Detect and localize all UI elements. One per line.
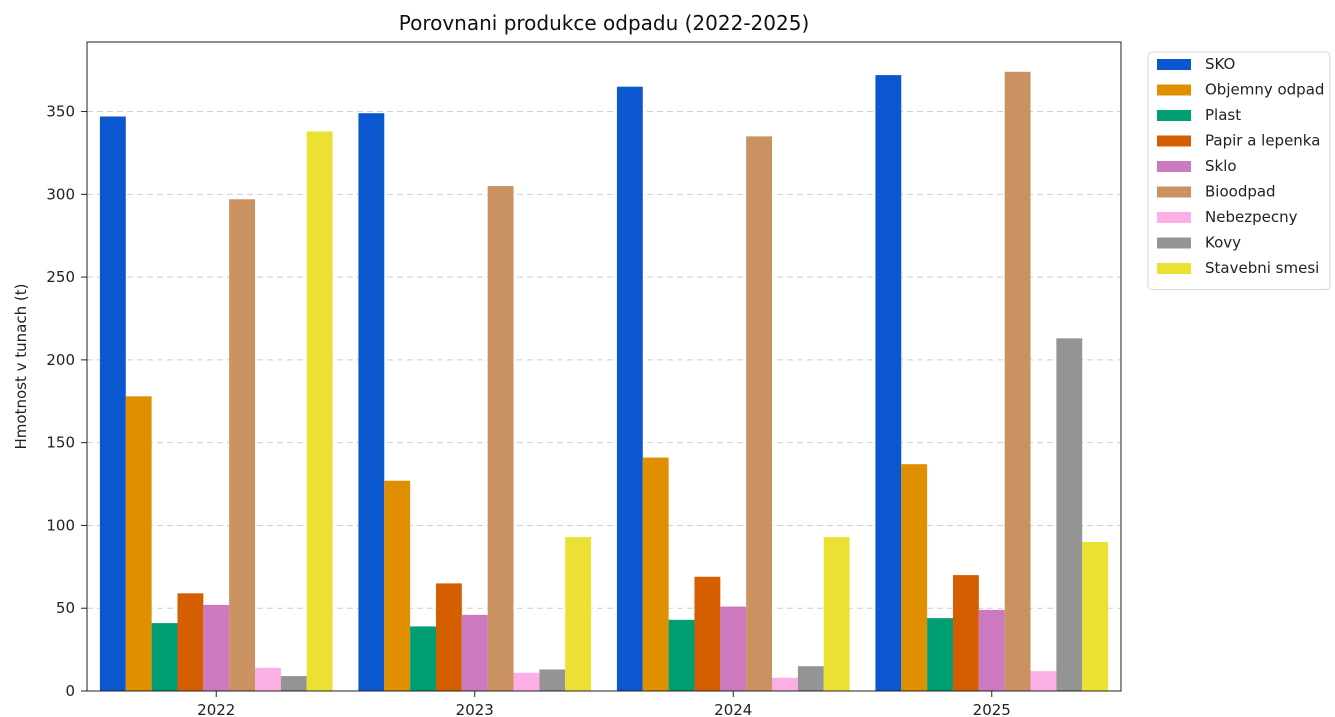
bar-2023-sko [358,113,385,691]
x-tick-label: 2023 [456,701,494,717]
y-tick-label: 100 [46,516,75,534]
legend-swatch [1157,84,1191,96]
y-tick-label: 50 [56,599,75,617]
legend-swatch [1157,212,1191,223]
bar-2022-papir-a-lepenka [177,593,204,691]
legend-swatch [1157,161,1191,172]
legend-label: Objemny odpad [1205,81,1324,99]
legend-swatch [1157,186,1191,198]
legend-label: Sklo [1205,157,1237,175]
bar-2022-sko [99,116,126,691]
legend-label: Nebezpecny [1205,208,1298,226]
bar-2024-plast [668,619,695,691]
legend-swatch [1157,263,1191,274]
legend-label: Plast [1205,106,1241,124]
legend-swatch [1157,59,1191,70]
bar-2024-sklo [720,606,747,691]
bar-2024-papir-a-lepenka [694,576,721,691]
bar-2023-objemny-odpad [384,480,411,691]
legend-swatch [1157,135,1191,147]
bar-2023-sklo [461,614,488,691]
legend-label: SKO [1205,55,1235,73]
bar-2025-sko [875,75,902,691]
bar-2025-objemny-odpad [901,464,928,691]
bar-2023-nebezpecny [513,672,540,691]
grid-lines [87,111,1121,609]
bar-2022-nebezpecny [255,667,281,691]
bar-2023-kovy [539,669,566,691]
bar-2022-objemny-odpad [125,396,152,691]
bar-2022-stavebni-smesi [306,131,333,691]
y-tick-label: 250 [46,268,75,286]
plot-frame [86,41,1122,692]
legend-label: Kovy [1205,234,1241,252]
bar-2024-sko [616,86,643,691]
bar-2025-sklo [978,609,1005,691]
bar-2022-bioodpad [229,199,256,692]
legend-label: Papir a lepenka [1205,132,1320,150]
bar-2025-stavebni-smesi [1082,541,1109,691]
legend-label: Bioodpad [1205,183,1276,201]
chart-title: Porovnani produkce odpadu (2022-2025) [399,11,810,35]
bar-2022-sklo [203,604,230,691]
legend-label: Stavebni smesi [1205,259,1319,277]
bar-2024-nebezpecny [772,677,798,691]
legend: SKO Objemny odpad Plast Papir a lepenka Sklo… [1147,51,1331,290]
x-axis: 2022 2023 2024 2025 [197,691,1011,717]
y-tick-label: 150 [46,434,75,452]
legend-swatch [1157,110,1191,121]
bar-2025-nebezpecny [1030,671,1057,691]
bar-2023-papir-a-lepenka [435,583,462,691]
legend-box [1147,51,1331,290]
legend-swatch [1157,237,1191,249]
bar-2025-plast [927,618,953,691]
y-tick-label: 300 [46,185,75,203]
y-tick-label: 200 [46,351,75,369]
bar-2025-bioodpad [1004,71,1031,691]
bar-2024-bioodpad [746,136,773,692]
y-axis-label: Hmotnost v tunach (t) [12,284,30,450]
bar-2022-kovy [280,676,307,691]
y-axis: 0 50 100 150 200 250 300 350 [46,103,87,700]
bar-2025-papir-a-lepenka [952,575,979,691]
x-tick-label: 2025 [973,701,1011,717]
bar-2025-kovy [1056,338,1083,691]
bar-2024-kovy [797,666,824,691]
bar-2023-plast [410,626,436,691]
bar-2023-bioodpad [487,186,514,691]
y-tick-label: 350 [46,103,75,121]
bar-2023-stavebni-smesi [565,537,592,691]
bars [99,71,1109,692]
bar-2022-plast [151,623,178,691]
bar-2024-stavebni-smesi [823,537,850,691]
y-tick-label: 0 [65,682,75,700]
bar-2024-objemny-odpad [642,457,669,691]
x-tick-label: 2022 [197,701,235,717]
x-tick-label: 2024 [714,701,752,717]
